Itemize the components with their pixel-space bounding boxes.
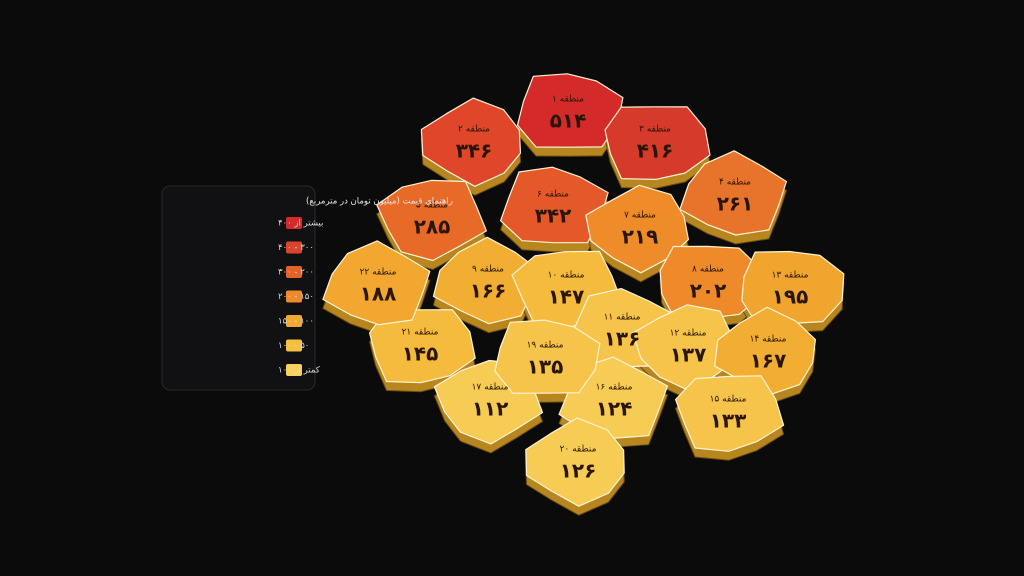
district-value: ۱۸۸	[360, 282, 397, 306]
district	[714, 306, 817, 396]
district	[494, 319, 601, 394]
district-name: منطقه ۲۱	[402, 328, 439, 338]
district-value: ۵۱۴	[550, 109, 587, 133]
district	[420, 97, 522, 187]
district	[369, 309, 476, 384]
legend-label: ۳۰۰ - ۴۰۰	[278, 243, 314, 253]
district	[525, 417, 625, 507]
legend-swatch	[286, 315, 302, 327]
district-name: منطقه ۱۶	[596, 383, 633, 393]
district	[516, 73, 624, 148]
district	[604, 106, 711, 180]
district-value: ۲۸۵	[414, 215, 451, 239]
district-value: ۳۴۶	[456, 139, 493, 163]
district-value: ۱۶۷	[750, 349, 787, 373]
district	[322, 240, 431, 326]
legend-label: ۱۵۰ - ۲۰۰	[278, 292, 314, 302]
district-name: منطقه ۱۹	[527, 341, 564, 351]
district-name: منطقه ۲	[458, 125, 490, 135]
district-name: منطقه ۱۳	[772, 271, 809, 281]
district-value: ۴۱۶	[637, 139, 674, 163]
district-value: ۱۳۳	[710, 409, 747, 433]
district	[674, 375, 785, 452]
district-value: ۱۴۷	[548, 285, 585, 309]
district-name: منطقه ۷	[624, 211, 656, 221]
legend-label: بیشتر از ۴۰۰	[278, 219, 323, 229]
district-value: ۱۱۲	[472, 397, 509, 421]
district-name: منطقه ۳	[639, 125, 671, 135]
district-name: منطقه ۵	[416, 201, 448, 211]
district-name: منطقه ۱۵	[710, 395, 747, 405]
district	[432, 236, 539, 325]
district	[585, 184, 690, 274]
legend-label: ۲۰۰ - ۳۰۰	[278, 268, 314, 278]
district-value: ۳۴۲	[535, 204, 572, 228]
district-map: منطقه ۱ ۵۱۴ منطقه ۲ ۳۴۶ منطقه ۳ ۴۱۶ منطقه ۴ ۲۶۱…	[322, 73, 845, 516]
district-value: ۱۲۴	[596, 397, 633, 421]
legend-swatch	[286, 364, 302, 376]
district-name: منطقه ۸	[692, 265, 724, 275]
district-value: ۱۶۶	[470, 279, 507, 303]
district	[741, 250, 845, 325]
district-name: منطقه ۱۴	[750, 335, 787, 345]
legend-label: ۵۰ - ۱۰۰	[278, 341, 309, 351]
district-value: ۱۴۵	[402, 342, 439, 366]
district-name: منطقه ۱	[552, 95, 584, 105]
district-name: منطقه ۱۷	[472, 383, 509, 393]
district-name: منطقه ۶	[537, 190, 569, 200]
district-value: ۲۱۹	[622, 225, 659, 249]
legend-title: راهنمای قیمت (میلیون تومان در مترمربع)	[306, 197, 453, 207]
legend: بیشتر از ۴۰۰ ۳۰۰ - ۴۰۰ ۲۰۰ - ۳۰۰ ۱۵۰ - ۲۰۰ ۱…	[278, 217, 323, 376]
legend-swatch	[286, 290, 302, 303]
district	[679, 150, 788, 236]
legend-swatch	[286, 217, 302, 229]
district	[500, 166, 609, 244]
district-value: ۲۶۱	[717, 192, 754, 216]
district-name: منطقه ۱۲	[670, 329, 707, 339]
district-name: منطقه ۲۲	[360, 268, 397, 278]
district-name: منطقه ۱۱	[604, 313, 641, 323]
district-name: منطقه ۹	[472, 265, 504, 275]
legend-box	[161, 185, 316, 391]
legend-swatch	[286, 339, 302, 352]
district-value: ۲۰۲	[690, 279, 727, 303]
legend-label: کمتر از ۱۰۰	[278, 366, 321, 376]
legend-swatch	[286, 266, 302, 278]
district-value: ۱۲۶	[560, 459, 597, 483]
district-name: منطقه ۲۰	[560, 445, 597, 455]
district-value: ۱۳۵	[527, 355, 564, 379]
district-name: منطقه ۴	[719, 178, 751, 188]
district-value: ۱۹۵	[772, 285, 809, 309]
district-value: ۱۳۷	[670, 343, 707, 367]
district-value: ۱۳۶	[604, 327, 641, 351]
district-name: منطقه ۱۰	[548, 271, 585, 281]
district	[376, 179, 487, 262]
legend-swatch	[286, 241, 302, 254]
legend-label: ۱۰۰ - ۱۵۰	[278, 317, 314, 327]
